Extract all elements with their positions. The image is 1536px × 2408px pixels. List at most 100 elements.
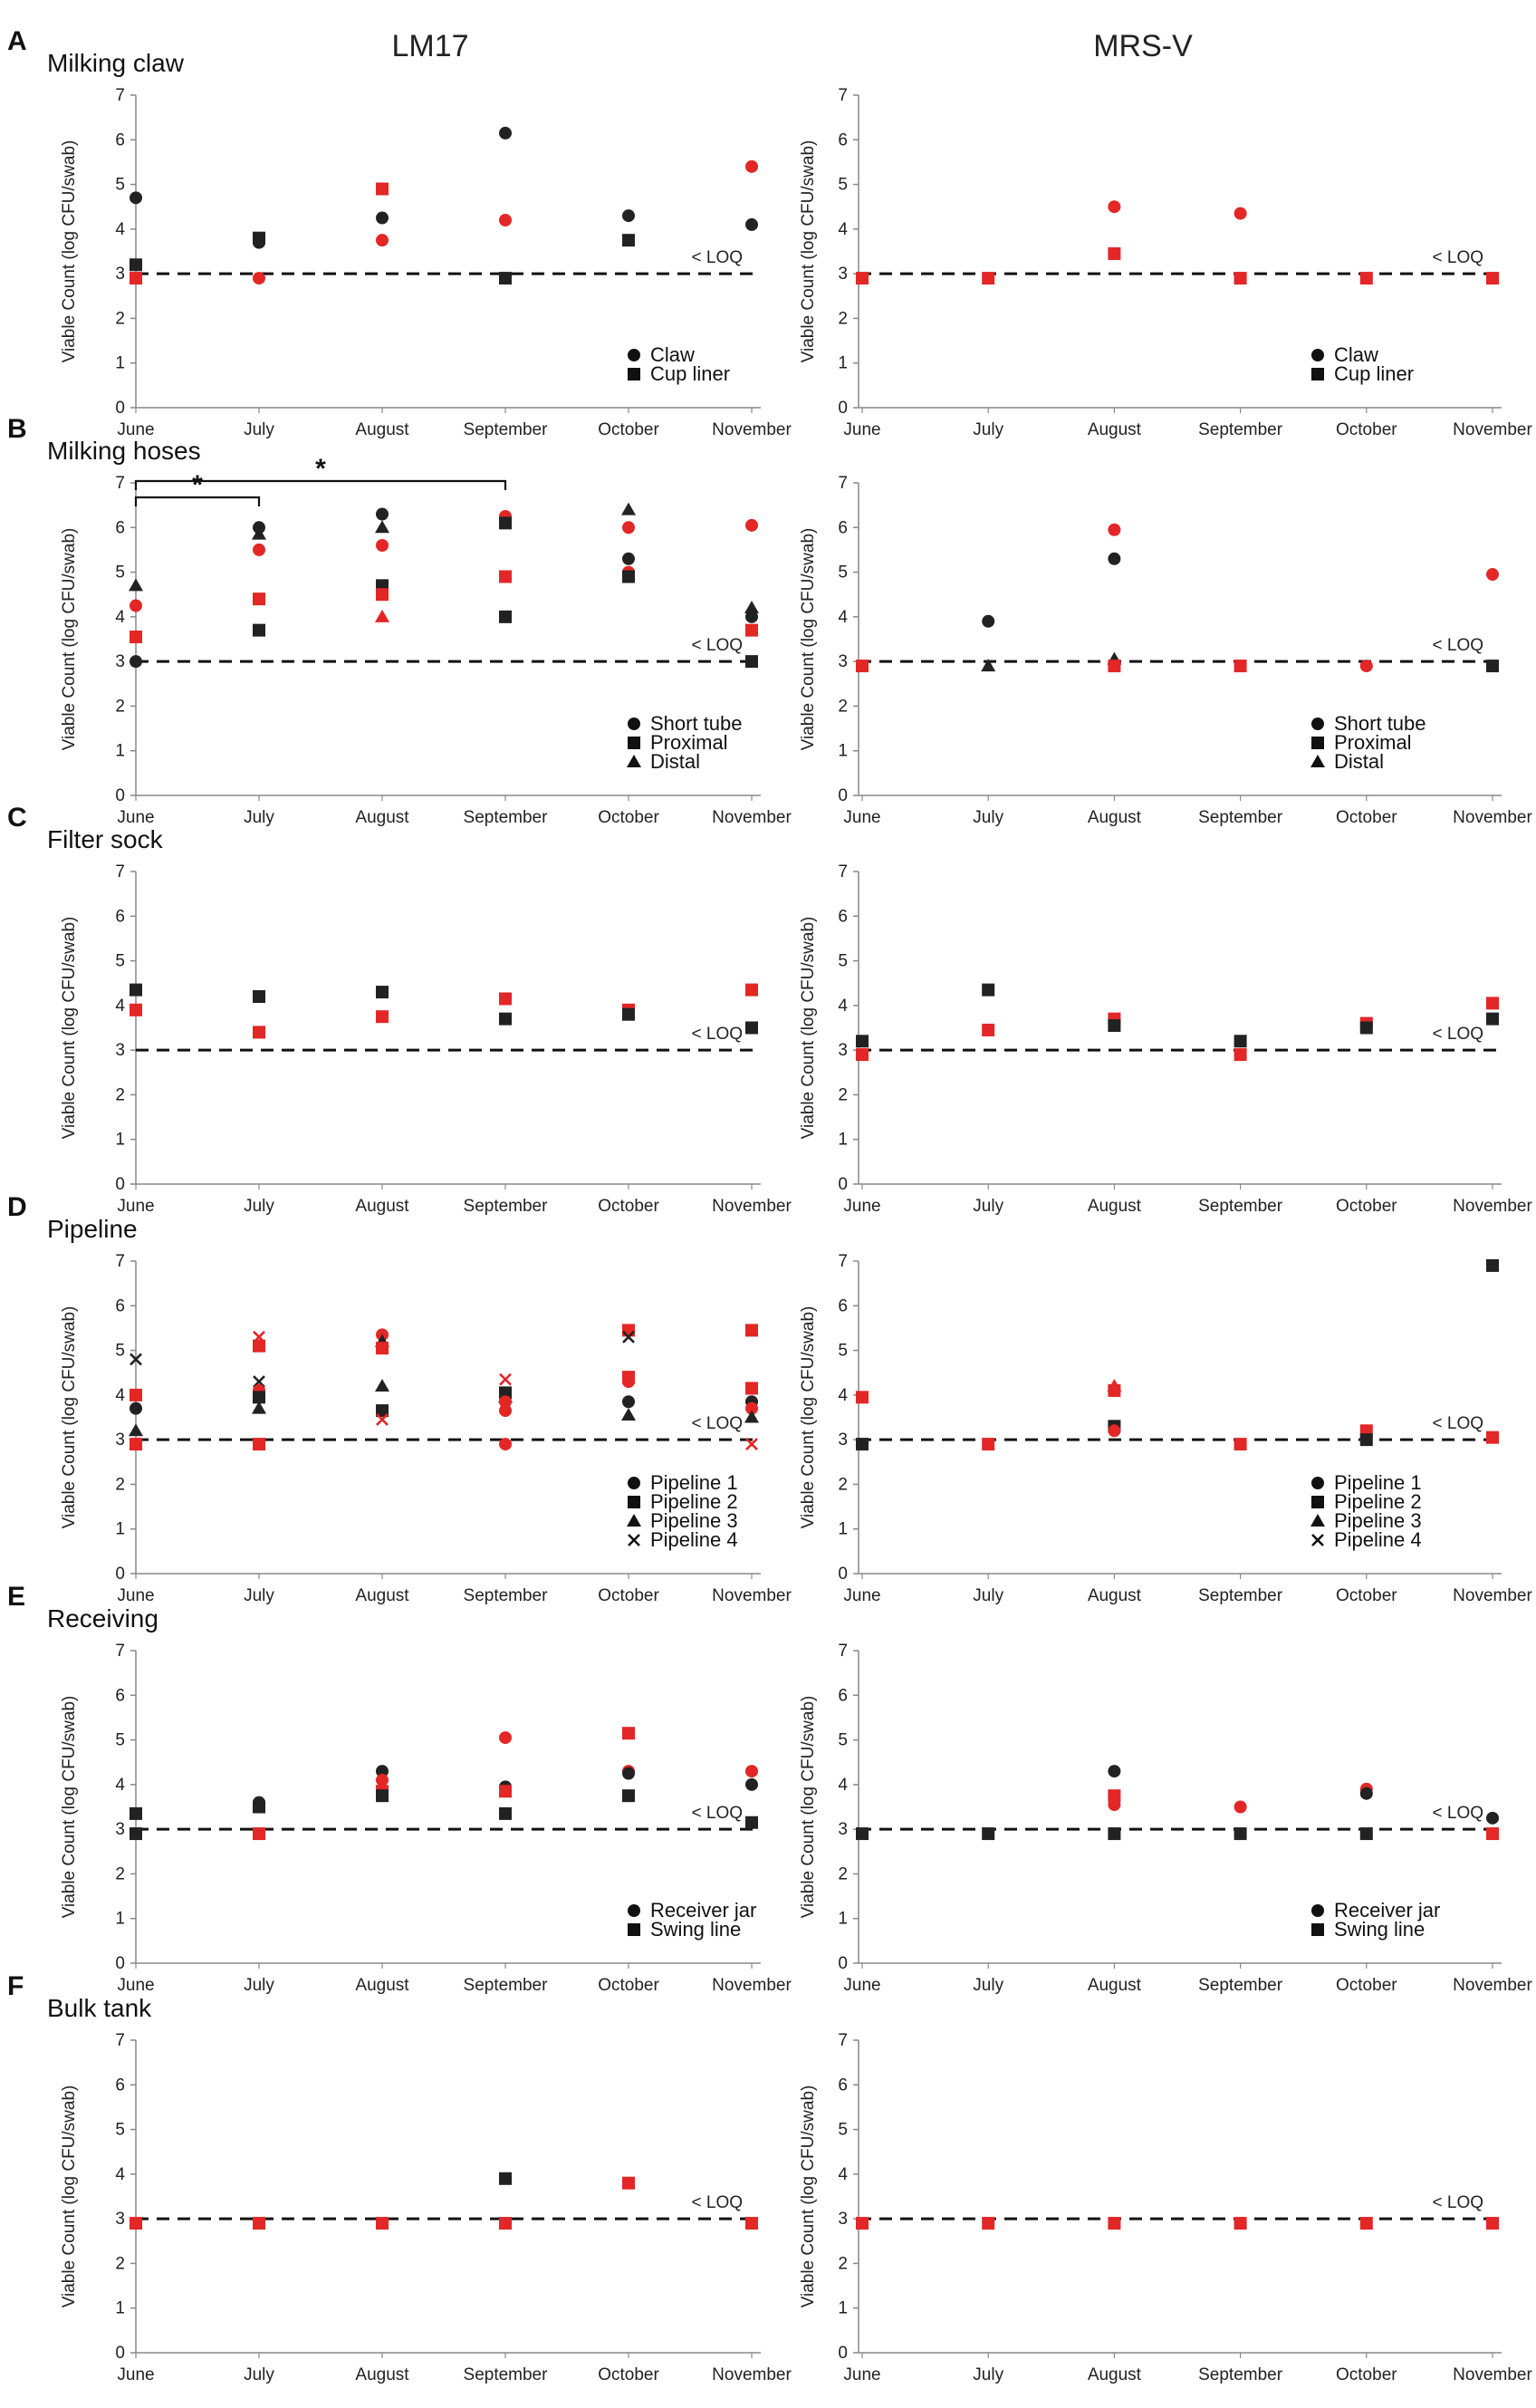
y-tick-label: 0 — [115, 786, 125, 805]
legend-label: Swing line — [650, 1918, 741, 1941]
data-point-square — [1359, 2217, 1373, 2230]
data-point-triangle — [375, 1379, 389, 1392]
y-tick-label: 0 — [115, 1954, 125, 1973]
loq-label: < LOQ — [1433, 2193, 1484, 2212]
data-point-circle — [745, 610, 758, 623]
data-point-triangle — [375, 520, 389, 534]
y-axis-label: Viable Count (log CFU/swab) — [60, 917, 79, 1140]
y-tick-label: 2 — [838, 1475, 848, 1494]
data-point-square — [1108, 2217, 1121, 2230]
x-tick-label: August — [355, 2365, 409, 2384]
legend-marker-square — [1311, 737, 1324, 749]
data-point-square — [1486, 1430, 1499, 1444]
legend-label: Distal — [650, 750, 700, 773]
y-tick-label: 4 — [115, 2165, 125, 2184]
loq-label: < LOQ — [692, 1414, 744, 1433]
x-tick-label: September — [1198, 1586, 1283, 1605]
y-axis-label: Viable Count (log CFU/swab) — [60, 1306, 79, 1529]
y-axis-label: Viable Count (log CFU/swab) — [799, 528, 818, 751]
data-point-square — [253, 592, 265, 606]
y-tick-label: 1 — [115, 354, 125, 373]
legend-label: Pipeline 1 — [650, 1471, 738, 1494]
data-point-circle — [376, 1765, 389, 1778]
x-tick-label: September — [1198, 808, 1283, 827]
legend-label: Pipeline 1 — [1334, 1471, 1422, 1494]
y-tick-label: 6 — [838, 130, 848, 149]
y-tick-label: 5 — [838, 1731, 848, 1750]
y-tick-label: 7 — [115, 862, 125, 881]
data-point-circle — [499, 214, 512, 226]
x-tick-label: June — [117, 2365, 154, 2384]
data-point-circle — [376, 211, 389, 225]
data-point-circle — [1234, 207, 1247, 220]
y-tick-label: 5 — [838, 952, 848, 971]
data-point-cross — [376, 1413, 389, 1426]
x-tick-label: September — [1198, 1197, 1283, 1216]
panel-title: Milking hoses — [47, 437, 201, 465]
data-point-circle — [130, 1401, 142, 1415]
x-tick-label: June — [843, 1197, 880, 1216]
data-point-square — [376, 1342, 389, 1355]
y-tick-label: 7 — [115, 1642, 125, 1661]
chart-lm17-d: 0 1 2 3 4 5 6 7 Viable Count (log CFU/swab) June J… — [60, 1252, 792, 1605]
data-point-circle — [130, 655, 142, 669]
data-point-circle — [622, 1395, 635, 1409]
panel-letter: B — [7, 414, 27, 444]
y-tick-label: 6 — [115, 130, 125, 149]
data-point-circle — [1108, 523, 1121, 536]
data-point-circle — [622, 1767, 635, 1780]
data-point-square — [376, 182, 389, 196]
data-point-square — [982, 1827, 995, 1841]
y-tick-label: 7 — [115, 1252, 125, 1271]
data-point-circle — [1234, 1800, 1247, 1814]
data-point-square — [499, 1012, 512, 1026]
y-tick-label: 6 — [838, 1686, 848, 1705]
x-tick-label: July — [244, 420, 274, 439]
data-point-square — [499, 1806, 512, 1820]
legend-label: Cup liner — [650, 362, 730, 385]
y-tick-label: 7 — [838, 86, 848, 105]
data-point-circle — [499, 1438, 512, 1451]
y-tick-label: 5 — [115, 563, 125, 583]
data-point-circle — [622, 552, 635, 565]
y-tick-label: 2 — [838, 309, 848, 328]
x-tick-label: June — [117, 808, 154, 827]
x-tick-label: June — [117, 420, 154, 439]
loq-label: < LOQ — [1433, 1804, 1484, 1823]
panel-c: C Filter sock 0 1 2 3 4 5 6 7 Viable Count (log CF… — [7, 803, 1532, 1216]
y-tick-label: 1 — [838, 742, 848, 761]
x-tick-label: October — [1336, 2365, 1397, 2384]
data-point-triangle — [252, 1401, 266, 1414]
data-point-square — [130, 1388, 142, 1401]
chart-lm17-b: 0 1 2 3 4 5 6 7 Viable Count (log CFU/swab) June J… — [60, 454, 792, 827]
x-tick-label: September — [464, 1197, 549, 1216]
x-tick-label: September — [464, 808, 549, 827]
data-point-square — [745, 1021, 758, 1035]
y-tick-label: 2 — [838, 697, 848, 716]
x-tick-label: August — [355, 1586, 409, 1605]
column-title-lm17: LM17 — [391, 29, 468, 63]
x-tick-label: October — [598, 808, 659, 827]
legend-label: Distal — [1334, 750, 1384, 773]
y-tick-label: 1 — [115, 1131, 125, 1150]
y-tick-label: 4 — [115, 1386, 125, 1405]
y-tick-label: 3 — [838, 652, 848, 671]
legend-label: Claw — [1334, 343, 1378, 366]
y-axis-label: Viable Count (log CFU/swab) — [799, 917, 818, 1140]
legend-marker-cross — [1311, 1534, 1324, 1546]
y-tick-label: 3 — [115, 2210, 125, 2229]
x-tick-label: July — [244, 1197, 274, 1216]
x-tick-label: November — [1453, 808, 1532, 827]
data-point-circle — [376, 1773, 389, 1787]
data-point-square — [1486, 272, 1499, 285]
data-point-circle — [622, 209, 635, 223]
loq-label: < LOQ — [692, 1804, 744, 1823]
data-point-circle — [745, 217, 758, 231]
y-axis-label: Viable Count (log CFU/swab) — [60, 528, 79, 751]
data-point-square — [982, 272, 995, 285]
data-point-square — [856, 1048, 869, 1062]
data-point-circle — [130, 599, 142, 612]
data-point-square — [1234, 272, 1247, 285]
data-point-square — [376, 1010, 389, 1024]
x-tick-label: August — [355, 1976, 409, 1995]
